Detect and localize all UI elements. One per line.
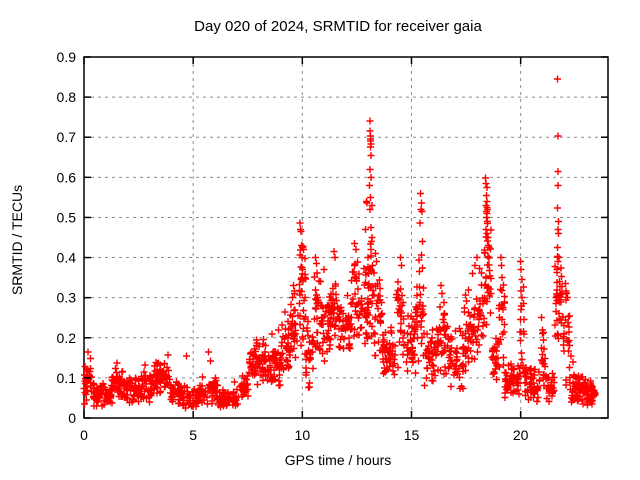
ticks-layer: 0 5 10 15 20 0 0.1 0.2 0.3 0.4 0.5 0.6 0.7 0.8 0.9 — [57, 49, 608, 443]
y-tick-label: 0.4 — [57, 250, 77, 266]
x-axis-label: GPS time / hours — [285, 452, 392, 468]
y-axis-label: SRMTID / TECUs — [9, 185, 25, 295]
y-tick-label: 0.1 — [57, 370, 77, 386]
x-tick-label: 10 — [295, 427, 311, 443]
y-tick-label: 0.2 — [57, 330, 77, 346]
scatter-data-points — [80, 75, 599, 412]
y-tick-label: 0.3 — [57, 290, 77, 306]
x-tick-label: 0 — [80, 427, 88, 443]
y-tick-label: 0.6 — [57, 169, 77, 185]
x-tick-label: 20 — [513, 427, 529, 443]
scatter-points-layer — [80, 75, 599, 412]
y-tick-label: 0 — [68, 410, 76, 426]
y-tick-label: 0.8 — [57, 89, 77, 105]
chart-title: Day 020 of 2024, SRMTID for receiver gai… — [194, 18, 482, 35]
plot-border — [83, 56, 609, 419]
y-tick-label: 0.5 — [57, 209, 77, 225]
y-tick-label: 0.7 — [57, 129, 77, 145]
y-tick-label: 0.9 — [57, 49, 77, 65]
x-tick-label: 5 — [189, 427, 197, 443]
x-tick-label: 15 — [404, 427, 420, 443]
